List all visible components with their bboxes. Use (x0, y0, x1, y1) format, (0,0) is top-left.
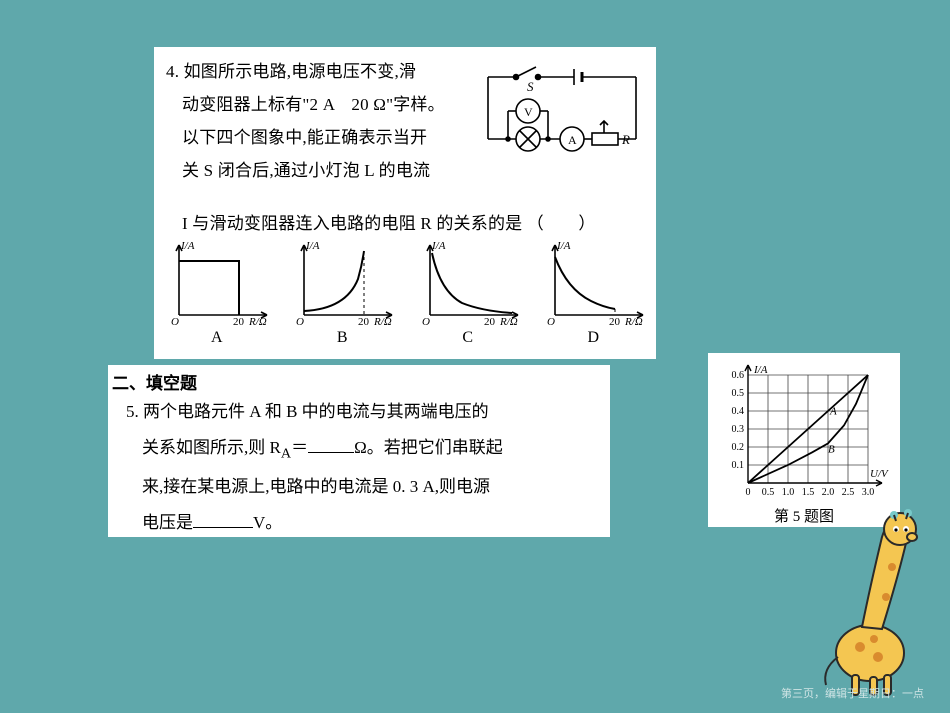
svg-text:U/V: U/V (870, 468, 889, 480)
q4-l1: 如图所示电路,电源电压不变,滑 (184, 62, 417, 81)
svg-text:0.1: 0.1 (732, 460, 745, 471)
q5-l4b: V。 (253, 513, 282, 532)
opt-a-label: A (211, 329, 223, 347)
rheostat-label: R (621, 132, 630, 147)
q5-line-2: 关系如图所示,则 RA＝ Ω。若把它们串联起 (108, 430, 610, 469)
graph-b-icon: I/A R/Ω O 20 (286, 239, 398, 327)
q5-graph-icon: 0 0.5 1.0 1.5 2.0 2.5 3.0 0.1 0.2 0.3 0.4 0.5 0.6 I/A… (714, 359, 894, 503)
circuit-diagram-icon: S V A R (476, 61, 646, 163)
svg-text:0.5: 0.5 (732, 388, 745, 399)
svg-text:O: O (547, 316, 555, 327)
q5-l2a: 关系如图所示,则 R (142, 438, 281, 457)
svg-text:20: 20 (358, 316, 370, 327)
question-4-panel: 4. 如图所示电路,电源电压不变,滑 动变阻器上标有"2 A 20 Ω"字样。 … (154, 47, 656, 359)
svg-text:1.0: 1.0 (782, 487, 795, 498)
q5-number: 5. (126, 402, 139, 421)
page-footer: 第三页，编辑于星期日：一点 (781, 685, 924, 701)
giraffe-icon (812, 507, 932, 697)
svg-text:I/A: I/A (305, 240, 320, 252)
svg-text:0: 0 (746, 487, 751, 498)
q5-l3: 来,接在某电源上,电路中的电流是 0. 3 A,则电源 (108, 469, 610, 505)
blank-1 (308, 435, 354, 453)
opt-b-label: B (337, 329, 348, 347)
svg-text:R/Ω: R/Ω (373, 316, 392, 327)
svg-text:2.0: 2.0 (822, 487, 835, 498)
q5-line-4: 电压是 V。 (108, 505, 610, 541)
q4-l2: 动变阻器上标有"2 A 20 Ω"字样。 (154, 88, 490, 121)
switch-label: S (527, 79, 534, 94)
svg-text:A: A (829, 406, 837, 418)
q4-options-row: I/A R/Ω O 20 A I/A R/Ω O 20 (154, 239, 656, 359)
svg-text:20: 20 (233, 316, 245, 327)
svg-text:0.2: 0.2 (732, 442, 745, 453)
option-d: I/A R/Ω O 20 D (531, 239, 657, 359)
q4-l3: 以下四个图象中,能正确表示当开 (154, 121, 490, 154)
ammeter-label: A (568, 133, 577, 147)
opt-d-label: D (587, 329, 599, 347)
q5-graph-panel: 0 0.5 1.0 1.5 2.0 2.5 3.0 0.1 0.2 0.3 0.4 0.5 0.6 I/A… (708, 353, 900, 527)
svg-text:0.5: 0.5 (762, 487, 775, 498)
graph-c-icon: I/A R/Ω O 20 (412, 239, 524, 327)
svg-text:0.6: 0.6 (732, 370, 745, 381)
q5-l2b: ＝ (291, 438, 308, 457)
q4-l5: I 与滑动变阻器连入电路的电阻 R 的关系的是 （ ） (154, 207, 696, 240)
svg-text:1.5: 1.5 (802, 487, 815, 498)
svg-text:0.4: 0.4 (732, 406, 745, 417)
svg-text:0.3: 0.3 (732, 424, 745, 435)
option-c: I/A R/Ω O 20 C (405, 239, 531, 359)
svg-text:I/A: I/A (431, 240, 446, 252)
option-b: I/A R/Ω O 20 B (280, 239, 406, 359)
q5-l1: 两个电路元件 A 和 B 中的电流与其两端电压的 (143, 402, 489, 421)
q4-number: 4. (166, 62, 179, 81)
svg-text:I/A: I/A (556, 240, 571, 252)
svg-text:O: O (422, 316, 430, 327)
svg-text:O: O (171, 316, 179, 327)
svg-text:B: B (828, 443, 835, 455)
graph-a-icon: I/A R/Ω O 20 (161, 239, 273, 327)
svg-text:R/Ω: R/Ω (248, 316, 267, 327)
svg-text:20: 20 (484, 316, 496, 327)
section-2-header: 二、填空题 (108, 365, 610, 394)
q5-l2c: Ω。若把它们串联起 (354, 438, 503, 457)
graph-d-icon: I/A R/Ω O 20 (537, 239, 649, 327)
opt-c-label: C (462, 329, 473, 347)
voltmeter-label: V (524, 105, 533, 119)
svg-text:2.5: 2.5 (842, 487, 855, 498)
svg-text:I/A: I/A (753, 364, 768, 376)
svg-text:O: O (296, 316, 304, 327)
q4-text-block: 4. 如图所示电路,电源电压不变,滑 动变阻器上标有"2 A 20 Ω"字样。 … (154, 55, 490, 188)
blank-2 (193, 510, 253, 528)
question-5-panel: 二、填空题 5. 两个电路元件 A 和 B 中的电流与其两端电压的 关系如图所示… (108, 365, 610, 537)
svg-text:R/Ω: R/Ω (499, 316, 518, 327)
q5-sub: A (281, 445, 291, 461)
svg-text:20: 20 (609, 316, 621, 327)
q4-l4: 关 S 闭合后,通过小灯泡 L 的电流 (154, 154, 490, 187)
svg-text:I/A: I/A (180, 240, 195, 252)
q4-line-1: 4. 如图所示电路,电源电压不变,滑 (154, 55, 490, 88)
q5-l4a: 电压是 (142, 513, 193, 532)
svg-text:3.0: 3.0 (862, 487, 875, 498)
q5-line-1: 5. 两个电路元件 A 和 B 中的电流与其两端电压的 (108, 394, 610, 430)
option-a: I/A R/Ω O 20 A (154, 239, 280, 359)
svg-text:R/Ω: R/Ω (624, 316, 643, 327)
